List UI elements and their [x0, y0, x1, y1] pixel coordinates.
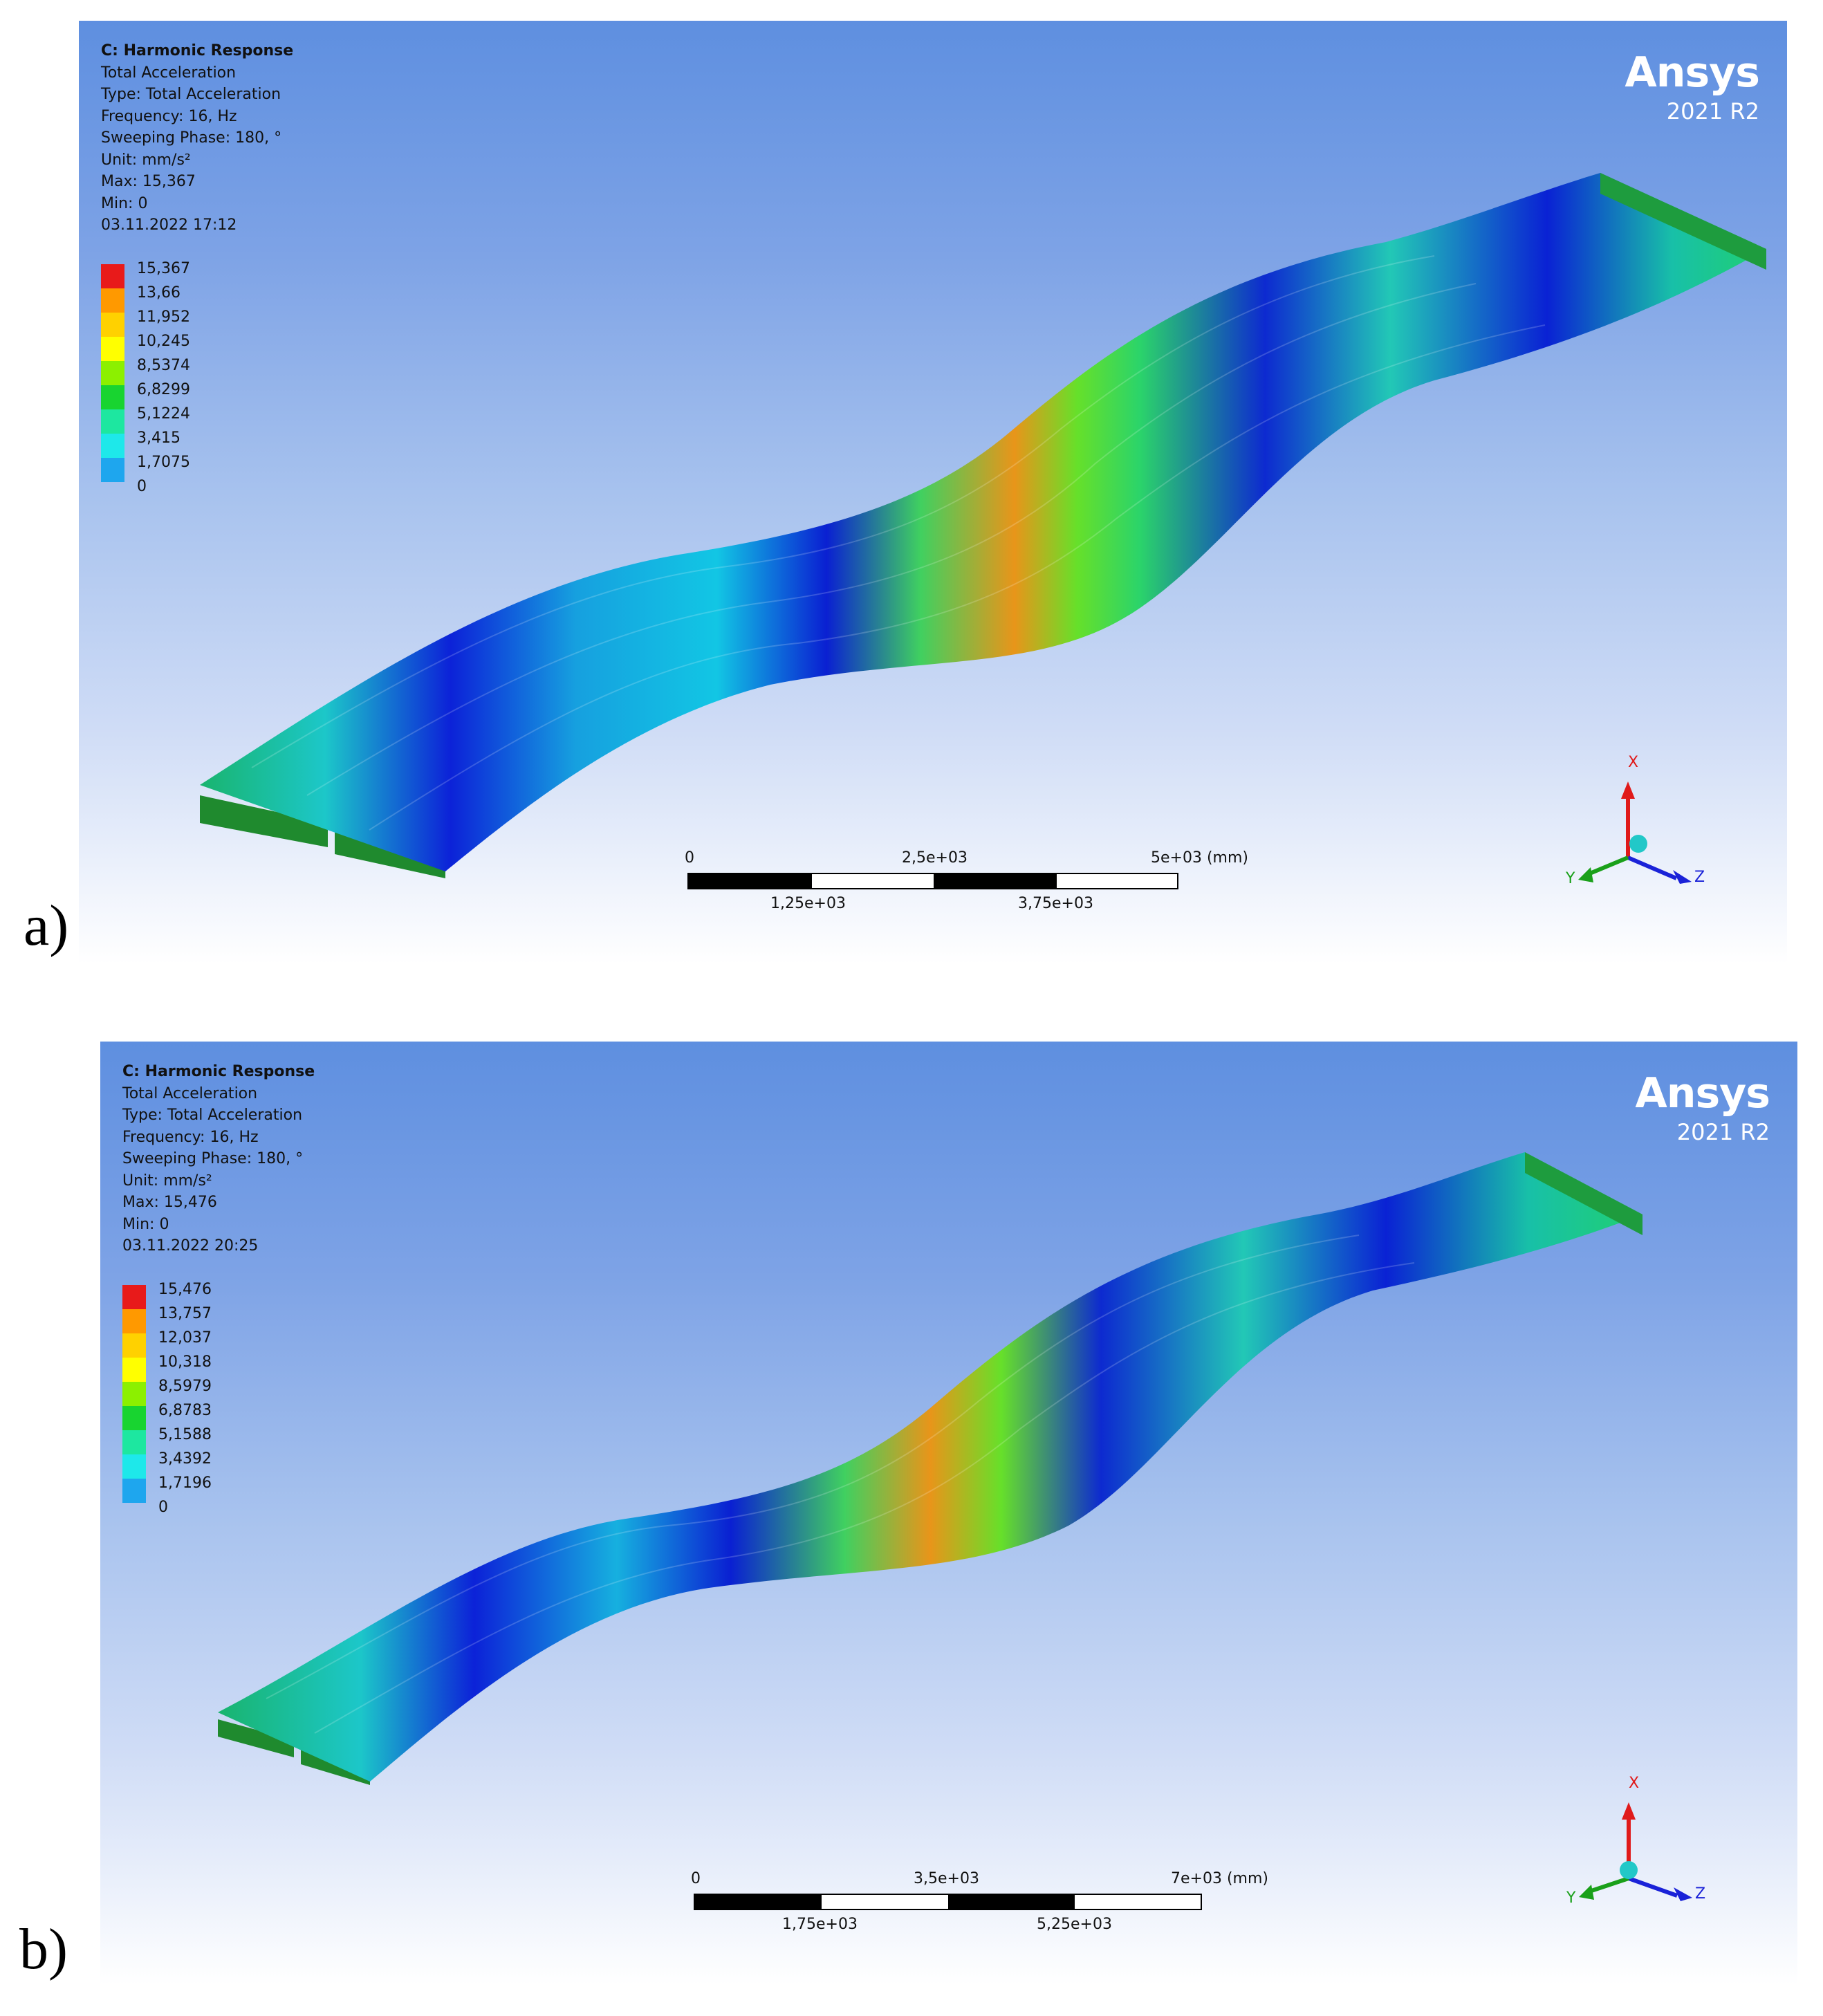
- legend-swatch: [122, 1430, 146, 1454]
- scale-label: 3,5e+03: [914, 1870, 979, 1887]
- support-left-1: [218, 1719, 294, 1757]
- min-text: Min: 0: [101, 194, 148, 212]
- legend-value: 0: [158, 1499, 168, 1516]
- legend-swatch: [101, 313, 124, 337]
- scale-label: 0: [691, 1870, 701, 1887]
- timestamp-text: 03.11.2022 17:12: [101, 216, 237, 234]
- legend-value: 15,476: [158, 1281, 212, 1298]
- support-left-1: [200, 795, 328, 847]
- bridge-deck-model: [218, 1152, 1642, 1785]
- legend-value: 3,415: [137, 429, 181, 447]
- viewport-panel-a[interactable]: C: Harmonic Response Total Acceleration …: [79, 21, 1787, 964]
- unit-text: Unit: mm/s²: [101, 151, 191, 169]
- scale-label: 1,75e+03: [782, 1916, 858, 1933]
- bridge-deck-model: [200, 173, 1766, 878]
- sweeping-phase-text: Sweeping Phase: 180, °: [122, 1150, 304, 1167]
- legend-value: 1,7075: [137, 454, 190, 471]
- sweeping-phase-text: Sweeping Phase: 180, °: [101, 129, 282, 147]
- axis-x-label: X: [1629, 1775, 1640, 1792]
- legend-value: 10,318: [158, 1353, 212, 1371]
- brand-version: 2021 R2: [1666, 98, 1759, 124]
- legend-swatch: [101, 361, 124, 385]
- unit-text: Unit: mm/s²: [122, 1172, 212, 1190]
- result-info-block: C: Harmonic Response Total Acceleration …: [101, 40, 293, 237]
- scale-ruler: [694, 1894, 1202, 1910]
- legend-swatch: [101, 337, 124, 361]
- frequency-text: Frequency: 16, Hz: [122, 1128, 259, 1146]
- legend-swatch: [122, 1285, 146, 1309]
- axis-y-label: Y: [1566, 1889, 1576, 1907]
- min-text: Min: 0: [122, 1215, 169, 1233]
- legend-swatch: [101, 434, 124, 458]
- analysis-title: C: Harmonic Response: [122, 1063, 315, 1080]
- legend-swatch: [101, 385, 124, 409]
- analysis-title: C: Harmonic Response: [101, 42, 294, 59]
- brand-version: 2021 R2: [1676, 1119, 1770, 1145]
- scale-label: 0: [685, 849, 694, 867]
- triad-axes-icon: [1578, 782, 1692, 884]
- result-type: Type: Total Acceleration: [101, 86, 281, 103]
- legend-value: 12,037: [158, 1329, 212, 1347]
- result-name: Total Acceleration: [101, 64, 237, 82]
- legend-value: 13,757: [158, 1305, 212, 1322]
- legend-value: 3,4392: [158, 1450, 212, 1468]
- legend-value: 1,7196: [158, 1474, 212, 1492]
- legend-value: 5,1224: [137, 405, 190, 423]
- axis-z-label: Z: [1694, 869, 1705, 886]
- scale-label: 1,25e+03: [770, 895, 846, 912]
- legend-value: 6,8783: [158, 1402, 212, 1419]
- ansys-logo: Ansys 2021 R2: [1635, 1069, 1770, 1145]
- coordinate-triad[interactable]: X Y Z: [1566, 726, 1705, 892]
- legend-swatch: [101, 458, 124, 482]
- legend-value: 15,367: [137, 260, 190, 277]
- legend-swatch: [122, 1358, 146, 1382]
- legend-swatch: [122, 1333, 146, 1358]
- scale-label: 5e+03 (mm): [1151, 849, 1248, 867]
- legend-swatch: [101, 264, 124, 288]
- legend-swatch: [122, 1406, 146, 1430]
- subfigure-label-a: a): [24, 894, 69, 958]
- scale-label: 2,5e+03: [902, 849, 968, 867]
- legend-value: 5,1588: [158, 1426, 212, 1443]
- legend-swatch: [122, 1479, 146, 1503]
- max-text: Max: 15,476: [122, 1194, 217, 1211]
- scale-label: 7e+03 (mm): [1171, 1870, 1268, 1887]
- timestamp-text: 03.11.2022 20:25: [122, 1237, 259, 1255]
- legend-swatch: [122, 1382, 146, 1406]
- axis-y-label: Y: [1566, 870, 1575, 887]
- legend-swatch: [101, 288, 124, 313]
- legend-value: 13,66: [137, 284, 181, 302]
- scale-label: 3,75e+03: [1018, 895, 1093, 912]
- legend-value: 11,952: [137, 308, 190, 326]
- legend-value: 6,8299: [137, 381, 190, 398]
- result-name: Total Acceleration: [122, 1084, 258, 1102]
- triad-axes-icon: [1579, 1802, 1692, 1901]
- legend-swatch: [122, 1309, 146, 1333]
- legend-value: 8,5979: [158, 1378, 212, 1395]
- viewport-panel-b[interactable]: C: Harmonic Response Total Acceleration …: [100, 1042, 1797, 1985]
- axis-z-label: Z: [1695, 1885, 1706, 1903]
- subfigure-label-b: b): [19, 1917, 68, 1981]
- legend-value: 10,245: [137, 333, 190, 350]
- ansys-logo: Ansys 2021 R2: [1625, 48, 1760, 124]
- result-type: Type: Total Acceleration: [122, 1107, 303, 1124]
- result-info-block: C: Harmonic Response Total Acceleration …: [122, 1061, 315, 1257]
- scale-ruler: [687, 873, 1178, 889]
- frequency-text: Frequency: 16, Hz: [101, 107, 237, 125]
- brand-name: Ansys: [1625, 48, 1760, 97]
- max-text: Max: 15,367: [101, 173, 196, 190]
- coordinate-triad[interactable]: X Y Z: [1566, 1747, 1705, 1913]
- legend-value: 8,5374: [137, 357, 190, 374]
- brand-name: Ansys: [1635, 1069, 1770, 1118]
- legend-swatch: [122, 1454, 146, 1479]
- legend-swatch: [101, 409, 124, 434]
- scale-label: 5,25e+03: [1037, 1916, 1112, 1933]
- legend-value: 0: [137, 478, 147, 495]
- axis-x-label: X: [1628, 754, 1639, 771]
